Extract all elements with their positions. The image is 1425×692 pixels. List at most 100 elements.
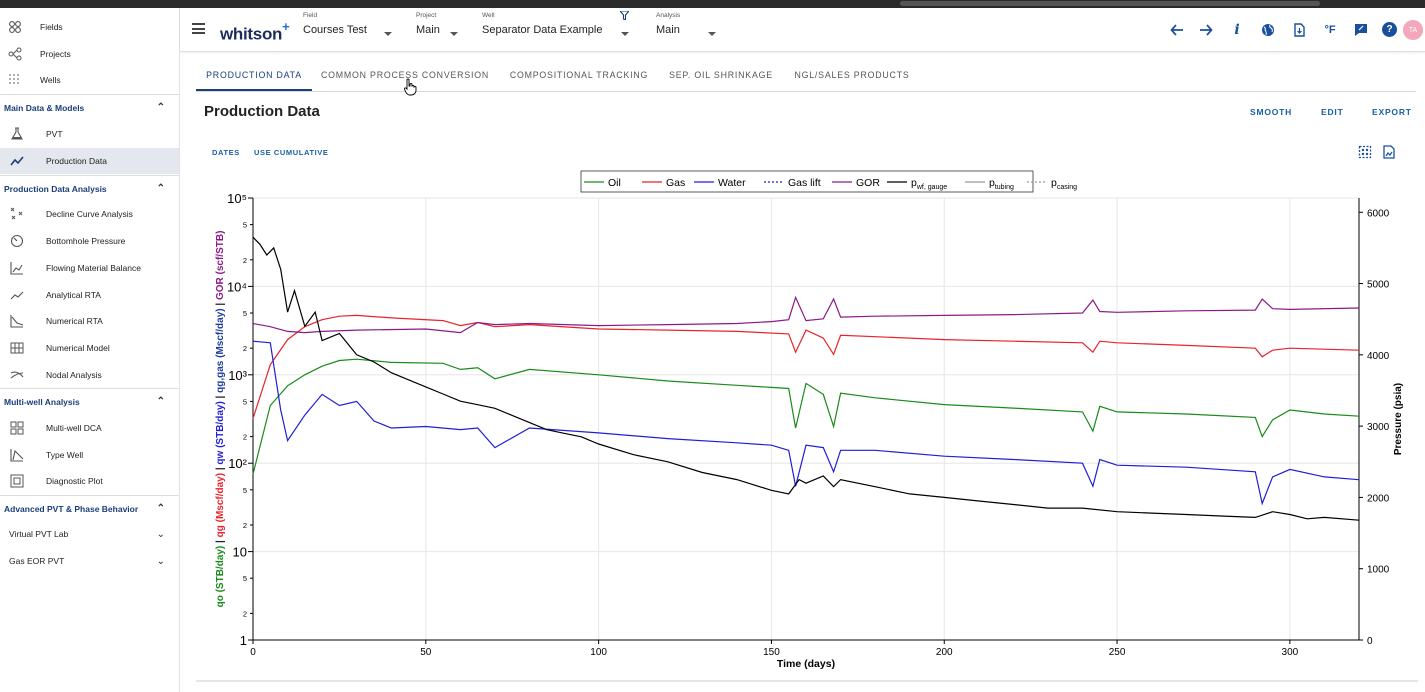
tab-production-data[interactable]: PRODUCTION DATA — [196, 62, 312, 91]
sidebar-item-label: Decline Curve Analysis — [46, 209, 133, 219]
back-arrow-icon[interactable] — [1167, 20, 1187, 40]
sidebar-item-virtual-pvt-lab[interactable]: Virtual PVT Lab ⌄ — [0, 521, 179, 547]
help-icon[interactable]: ? — [1382, 22, 1397, 37]
y-left-axis-label-part: | — [215, 300, 226, 308]
caret-down-icon — [621, 32, 629, 36]
y-left-axis-label-part: qg (Mscf/day) — [215, 473, 226, 537]
sidebar-item-decline-curve-analysis[interactable]: Decline Curve Analysis — [0, 201, 179, 227]
tab-common-process-conversion[interactable]: COMMON PROCESS CONVERSION — [320, 70, 490, 80]
sidebar-item-multi-well-dca[interactable]: Multi-well DCA — [0, 415, 179, 441]
dates-button[interactable]: DATES — [212, 148, 240, 157]
sidebar-item-projects[interactable]: Projects — [0, 41, 179, 67]
sidebar-item-production-data[interactable]: Production Data — [0, 148, 179, 174]
globe-icon[interactable] — [1258, 20, 1278, 40]
tab-compositional-tracking[interactable]: COMPOSITIONAL TRACKING — [509, 70, 649, 80]
y-right-tick-label: 2000 — [1367, 493, 1390, 504]
well-select-label: Well — [482, 12, 495, 19]
chevron-up-icon: ⌃ — [156, 183, 165, 194]
y-left-minor-label: 5 — [243, 574, 247, 583]
y-left-axis-label-part: qw (STB/day) — [215, 401, 226, 464]
sidebar-item-type-well[interactable]: Type Well — [0, 442, 179, 468]
well-select[interactable]: Well Separator Data Example — [482, 12, 632, 36]
bar-chart-icon — [10, 261, 24, 275]
select-zoom-icon[interactable] — [1358, 145, 1372, 159]
chevron-up-icon: ⌃ — [156, 503, 165, 514]
menu-icon[interactable] — [192, 23, 205, 34]
save-image-icon[interactable] — [1382, 145, 1396, 159]
sidebar-item-bottomhole-pressure[interactable]: Bottomhole Pressure — [0, 228, 179, 254]
chevron-up-icon: ⌃ — [156, 396, 165, 407]
page-title: Production Data — [204, 103, 320, 120]
sidebar-item-gas-eor-pvt[interactable]: Gas EOR PVT ⌄ — [0, 548, 179, 574]
sidebar-item-fields[interactable]: Fields — [0, 14, 179, 40]
y-left-minor-label: 5 — [243, 397, 247, 406]
series-line-pwf-gauge — [252, 236, 1360, 521]
wells-icon — [8, 73, 22, 87]
y-left-tick-label: 10⁵ — [227, 191, 247, 206]
section-advanced-pvt[interactable]: Advanced PVT & Phase Behavior ⌃ — [0, 495, 179, 521]
document-download-icon[interactable] — [1289, 20, 1309, 40]
y-left-axis-label-part: | — [215, 537, 226, 545]
tab-ngl-sales-products[interactable]: NGL/SALES PRODUCTS — [794, 70, 910, 80]
sidebar-item-analytical-rta[interactable]: Analytical RTA — [0, 282, 179, 308]
app-logo[interactable]: whitson+ — [220, 19, 290, 45]
y-left-axis-label-part: qo (STB/day) — [215, 546, 226, 608]
smooth-button[interactable]: SMOOTH — [1250, 107, 1293, 117]
project-select-label: Project — [416, 12, 437, 19]
section-production-data-analysis[interactable]: Production Data Analysis ⌃ — [0, 175, 179, 201]
browser-top-strip — [0, 0, 1425, 8]
chevron-down-icon: ⌄ — [156, 555, 165, 567]
sidebar-item-numerical-rta[interactable]: Numerical RTA — [0, 308, 179, 334]
decline-chart-icon — [10, 314, 24, 328]
y-left-minor-label: 5 — [243, 221, 247, 230]
legend-label: pwf, gauge — [911, 177, 947, 191]
sidebar-item-diagnostic-plot[interactable]: Diagnostic Plot — [0, 468, 179, 494]
legend-label-subscript: casing — [1057, 184, 1077, 191]
sidebar-item-wells[interactable]: Wells — [0, 67, 179, 93]
field-select[interactable]: Field Courses Test — [303, 12, 393, 36]
temperature-unit-icon[interactable]: °F — [1324, 24, 1336, 36]
section-multi-well-analysis[interactable]: Multi-well Analysis ⌃ — [0, 388, 179, 414]
sidebar-item-label: Multi-well DCA — [46, 423, 102, 433]
export-button[interactable]: EXPORT — [1372, 107, 1412, 117]
sidebar-item-nodal-analysis[interactable]: Nodal Analysis — [0, 362, 179, 388]
grid-model-icon — [10, 341, 24, 355]
sidebar-item-pvt[interactable]: PVT — [0, 121, 179, 147]
scatter-icon — [10, 207, 24, 221]
sidebar-item-label: Diagnostic Plot — [46, 476, 103, 486]
section-main-data-models[interactable]: Main Data & Models ⌃ — [0, 94, 179, 120]
sidebar-item-numerical-model[interactable]: Numerical Model — [0, 335, 179, 361]
y-right-axis-label: Pressure (psia) — [1393, 383, 1404, 455]
feedback-icon[interactable] — [1351, 20, 1371, 40]
sidebar-item-label: Virtual PVT Lab — [9, 529, 69, 539]
filter-icon[interactable] — [618, 10, 631, 23]
y-left-tick-label: 10² — [228, 456, 247, 471]
y-left-minor-label: 2 — [243, 609, 247, 618]
field-select-label: Field — [303, 12, 318, 19]
edit-button[interactable]: EDIT — [1321, 107, 1344, 117]
y-left-minor-label: 5 — [243, 309, 247, 318]
tab-sep-oil-shrinkage[interactable]: SEP. OIL SHRINKAGE — [669, 70, 773, 80]
legend-label: Oil — [608, 177, 621, 189]
legend-label-main: p — [989, 177, 995, 189]
info-icon[interactable]: i — [1234, 22, 1240, 38]
logo-plus: + — [282, 19, 290, 34]
y-left-axis-label-part: GOR (scf/STB) — [215, 231, 226, 300]
avatar[interactable]: TA — [1403, 20, 1423, 40]
analysis-select[interactable]: Analysis Main — [656, 12, 716, 36]
projects-icon — [8, 47, 22, 61]
fields-icon — [8, 20, 22, 34]
sidebar-item-label: Production Data — [46, 156, 107, 166]
project-select[interactable]: Project Main — [416, 12, 461, 36]
sidebar-item-label: Gas EOR PVT — [9, 556, 65, 566]
forward-arrow-icon[interactable] — [1196, 20, 1216, 40]
legend-label: Gas — [666, 177, 685, 189]
y-right-tick-label: 4000 — [1367, 351, 1390, 362]
sidebar-item-flowing-material-balance[interactable]: Flowing Material Balance — [0, 255, 179, 281]
legend-label-subscript: tubing — [995, 184, 1014, 191]
line-chart-icon — [10, 288, 24, 302]
y-left-tick-label: 10⁴ — [227, 279, 247, 294]
series-line-water — [252, 340, 1360, 506]
use-cumulative-button[interactable]: USE CUMULATIVE — [254, 148, 329, 157]
